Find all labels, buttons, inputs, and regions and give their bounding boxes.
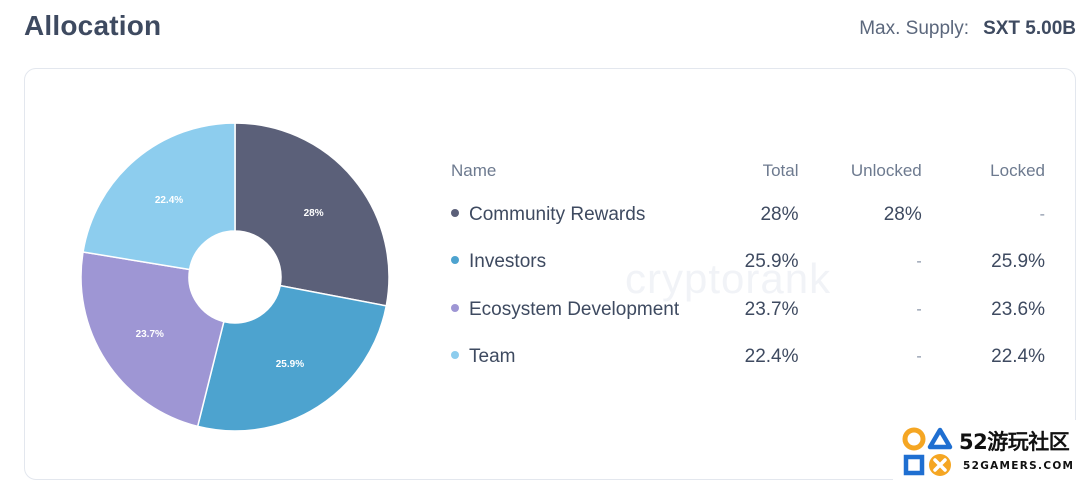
row-total: 25.9% [744, 251, 799, 273]
site-logo: 52游玩社区 52GAMERS.COM [893, 420, 1080, 485]
table-row: Ecosystem Development 23.7% - 23.6% [445, 286, 1045, 334]
page-title: Allocation [24, 10, 162, 41]
legend-dot [451, 208, 459, 217]
row-locked: 22.4% [991, 346, 1045, 368]
column-header-locked: Locked [990, 161, 1045, 180]
pie-slice-label: 22.4% [155, 195, 183, 206]
table-row: Investors 25.9% - 25.9% [445, 239, 1045, 287]
logo-domain: 52GAMERS.COM [963, 460, 1075, 472]
row-total: 28% [760, 203, 799, 225]
logo-name-cn: 52游玩社区 [959, 430, 1070, 454]
pie-slice-community-rewards[interactable] [234, 122, 390, 307]
column-header-total: Total [762, 161, 799, 180]
pie-slice-label: 28% [304, 208, 324, 219]
row-unlocked: - [916, 253, 922, 271]
allocation-table: Name Total Unlocked Locked Community Rew… [445, 151, 1045, 381]
row-name: Team [469, 346, 516, 368]
row-locked: - [1039, 205, 1045, 223]
max-supply: Max. Supply: SXT 5.00B [859, 18, 1076, 40]
pie-slice-ecosystem-development[interactable] [80, 251, 225, 428]
column-header-unlocked: Unlocked [850, 161, 922, 180]
row-locked: 25.9% [991, 251, 1045, 273]
row-name: Ecosystem Development [469, 298, 680, 320]
legend-dot [451, 303, 459, 312]
pie-slice-label: 23.7% [136, 329, 164, 340]
allocation-card: 28% 25.9% 23.7% 22.4% cryptorank Name Total… [24, 68, 1076, 480]
legend-dot [451, 351, 459, 360]
table-row: Community Rewards 28% 28% - [445, 191, 1045, 239]
table-row: Team 22.4% - 22.4% [445, 334, 1045, 382]
row-total: 22.4% [744, 346, 799, 368]
row-unlocked: - [916, 348, 922, 366]
legend-dot [451, 256, 459, 265]
pie-slice-label: 25.9% [276, 359, 304, 370]
column-header-name: Name [451, 161, 497, 180]
max-supply-label: Max. Supply: [859, 18, 970, 39]
row-name: Community Rewards [469, 203, 646, 225]
row-locked: 23.6% [991, 298, 1045, 320]
row-unlocked: - [916, 300, 922, 318]
allocation-donut-chart: 28% 25.9% 23.7% 22.4% [80, 122, 390, 432]
row-unlocked: 28% [883, 203, 922, 225]
pie-slice-team[interactable] [82, 122, 236, 271]
row-name: Investors [469, 251, 547, 273]
table-header-row: Name Total Unlocked Locked [445, 151, 1045, 191]
max-supply-value: SXT 5.00B [983, 18, 1076, 39]
row-total: 23.7% [744, 298, 799, 320]
gamepad-symbols-icon [902, 427, 953, 476]
pie-slice-investors[interactable] [196, 284, 388, 432]
